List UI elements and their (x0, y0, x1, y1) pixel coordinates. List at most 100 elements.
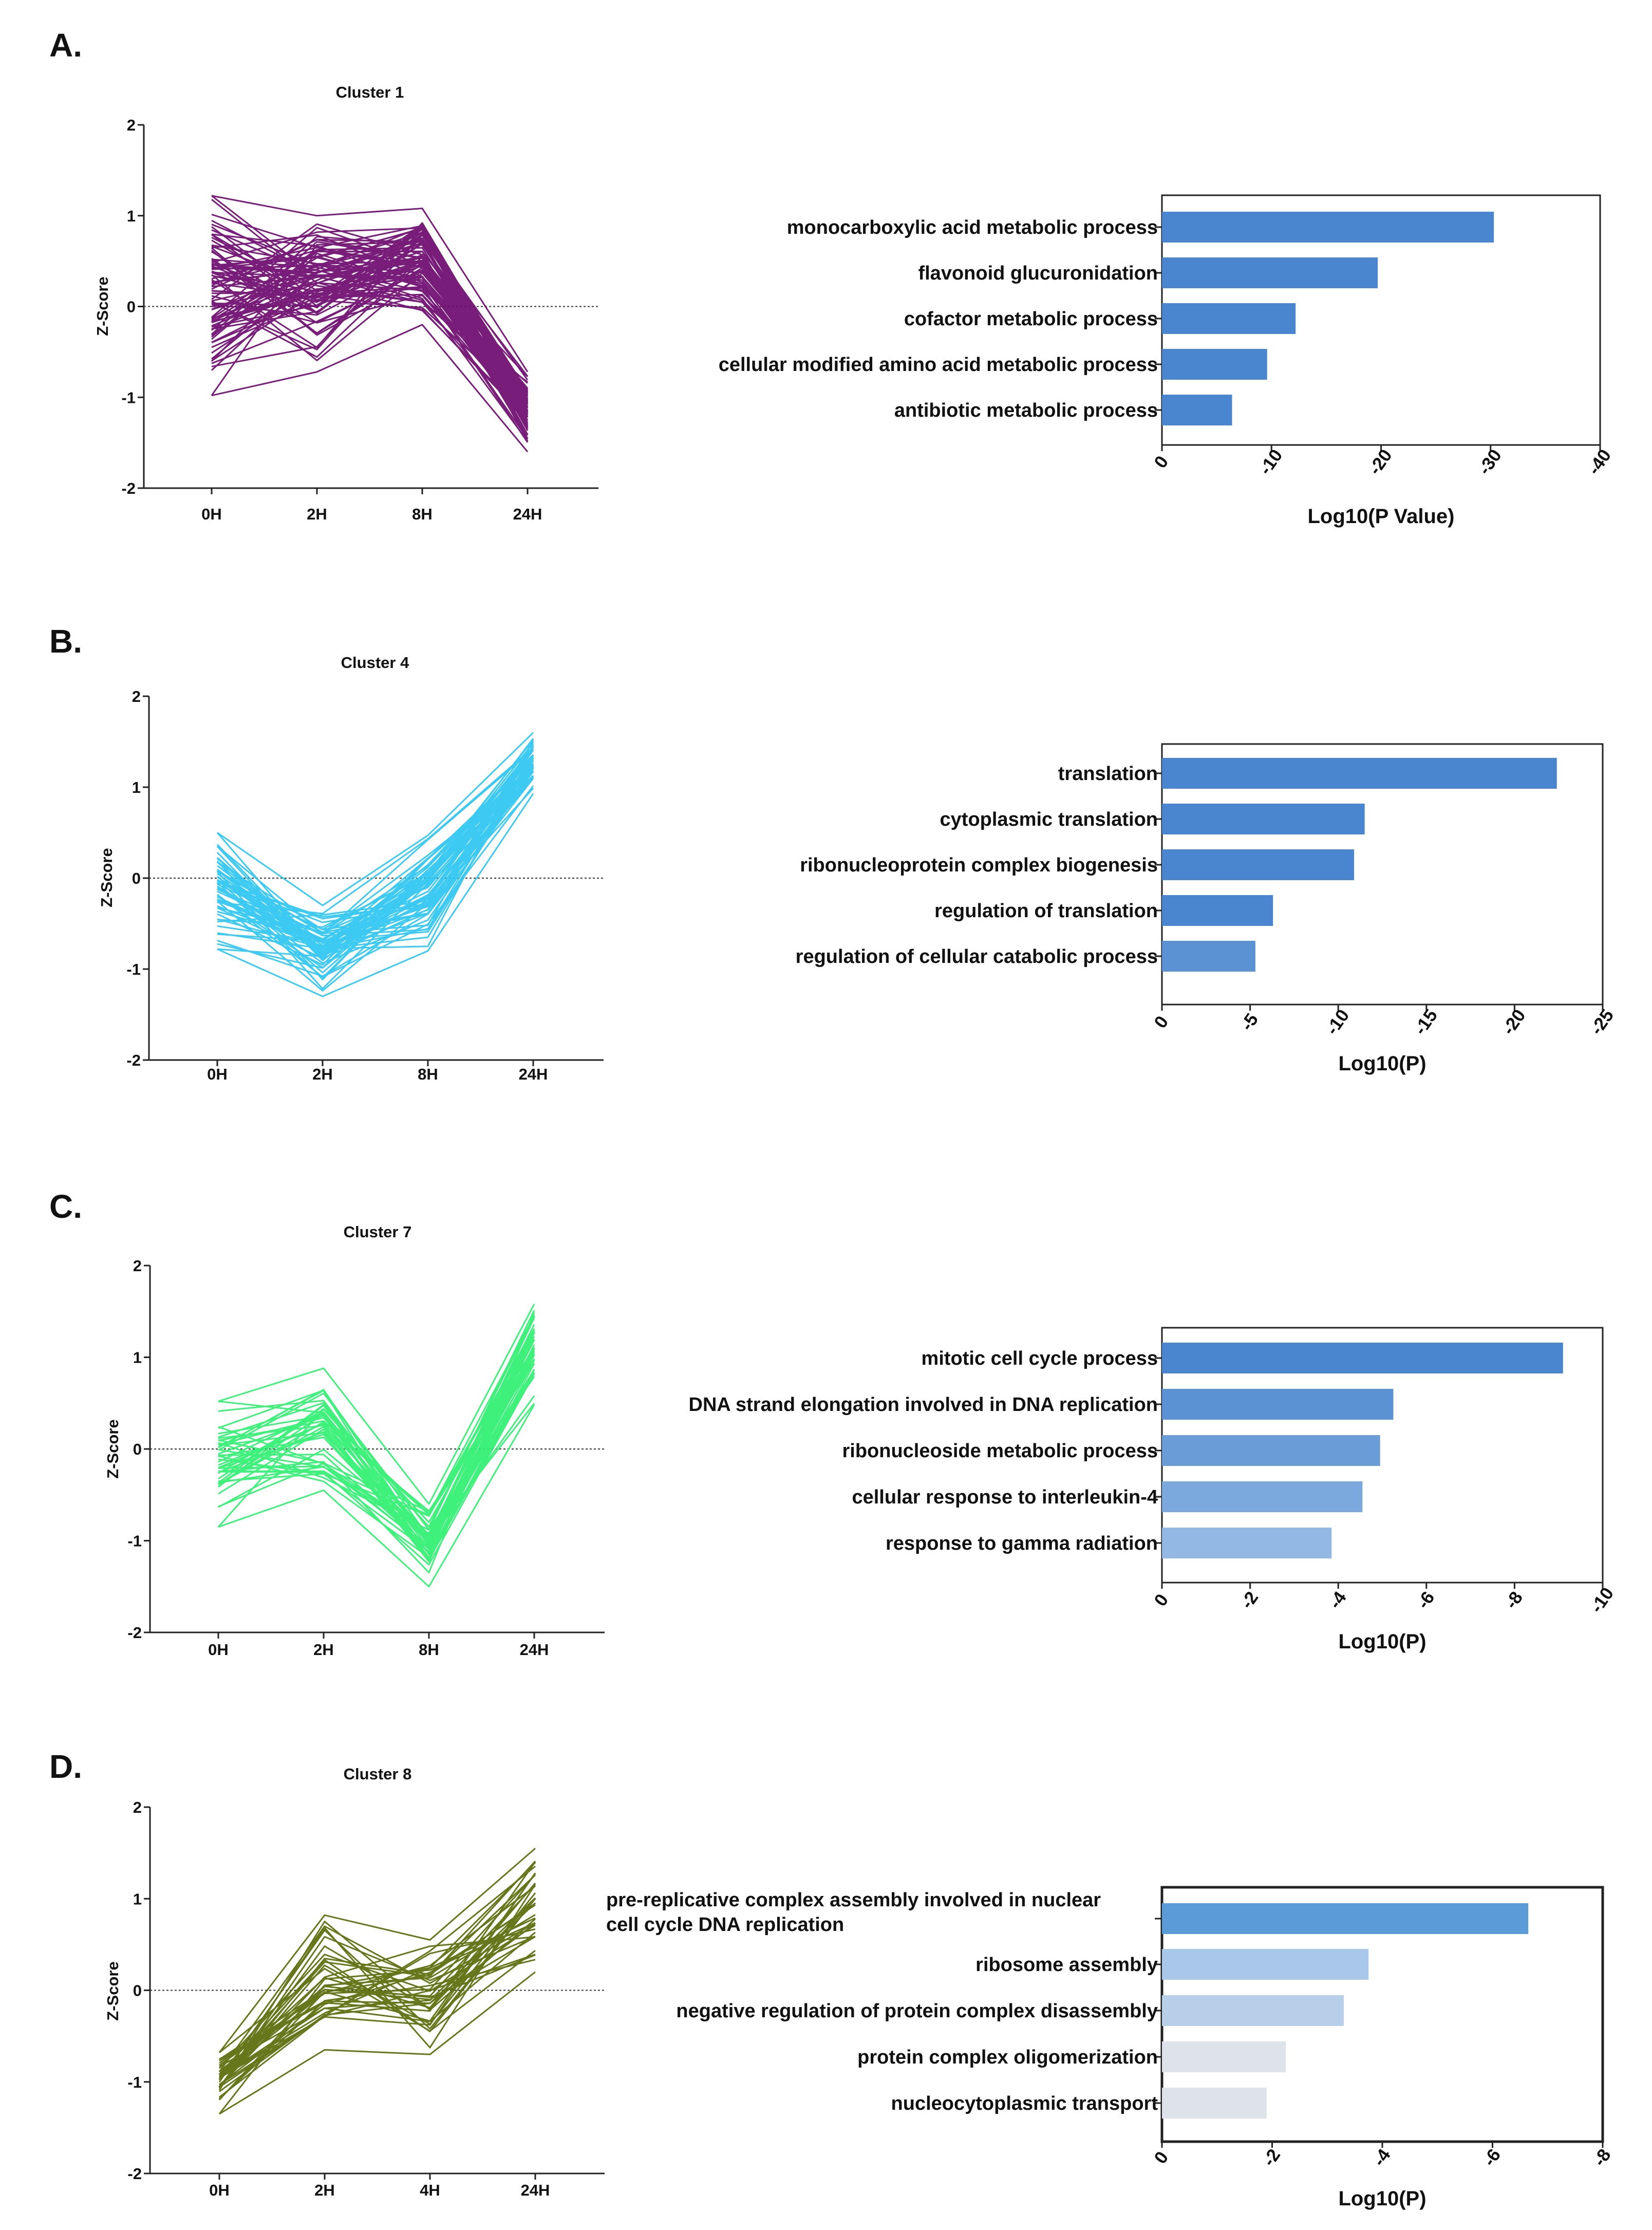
x-tick-label: -2 (1236, 1588, 1262, 1612)
trajectory-line (217, 732, 534, 906)
x-tick-label: 0H (207, 1065, 228, 1083)
chart-title: Cluster 1 (336, 83, 404, 101)
y-tick-label: -2 (126, 1051, 141, 1069)
category-label: nucleocytoplasmic transport (891, 2093, 1158, 2114)
x-tick-label: 2H (307, 505, 327, 523)
cluster-d-enrichment-bar-chart: pre-replicative complex assembly involve… (606, 1886, 1615, 2210)
category-label: translation (1058, 763, 1158, 785)
trajectory-line (219, 1936, 536, 2060)
category-label: ribonucleoside metabolic process (842, 1440, 1158, 1462)
x-tick-label: 0 (1150, 2148, 1172, 2167)
bar (1162, 1528, 1332, 1558)
y-tick-label: 1 (127, 207, 136, 225)
x-tick-label: -15 (1410, 1006, 1441, 1038)
trajectory-line (211, 256, 529, 394)
y-tick-label: 2 (132, 687, 141, 705)
x-tick-label: -20 (1365, 445, 1396, 478)
x-tick-label: 0H (208, 1641, 229, 1659)
x-tick-label: -5 (1236, 1010, 1262, 1034)
y-tick-label: -1 (126, 960, 141, 978)
bar (1162, 1949, 1369, 1980)
x-tick-label: 2H (313, 1641, 334, 1659)
category-label: cell cycle DNA replication (606, 1914, 844, 1936)
y-tick-label: 0 (133, 1982, 142, 2000)
bar (1162, 349, 1267, 380)
trajectory-line (218, 1404, 535, 1588)
bar (1162, 1995, 1344, 2026)
y-tick-label: -1 (121, 388, 136, 406)
category-label: cofactor metabolic process (904, 308, 1158, 330)
trajectory-line (211, 199, 529, 393)
bar (1162, 2088, 1267, 2118)
trajectory-line (211, 282, 529, 416)
y-tick-label: 1 (132, 778, 141, 796)
category-label: regulation of cellular catabolic process (796, 946, 1158, 968)
trajectory-line (218, 1316, 535, 1543)
y-axis-label: Z-Score (104, 1961, 122, 2020)
x-tick-label: 0 (1150, 1012, 1172, 1032)
y-tick-label: -2 (127, 1624, 142, 1642)
trajectory-line (218, 1340, 535, 1550)
y-axis-label: Z-Score (98, 848, 116, 907)
bar (1162, 758, 1557, 789)
y-tick-label: 0 (127, 298, 136, 316)
y-tick-label: -2 (121, 479, 136, 497)
trajectory-line (218, 1359, 535, 1555)
x-tick-label: 24H (513, 505, 542, 523)
cluster-b-line-chart: B. Cluster 4 2 1 0 -1 -2 0H 2H 8H 24H Z-Score (49, 623, 604, 1083)
trajectory-line (217, 788, 534, 918)
trajectory-line (217, 776, 534, 942)
category-label: regulation of translation (934, 900, 1158, 922)
trajectory-line (211, 261, 529, 396)
chart-title: Cluster 8 (344, 1765, 412, 1783)
bar (1162, 1435, 1380, 1466)
bar (1162, 212, 1494, 243)
chart-title: Cluster 7 (344, 1223, 412, 1241)
y-tick-label: 0 (133, 1440, 142, 1458)
trajectory-line (218, 1922, 536, 2073)
y-tick-label: 2 (133, 1257, 142, 1275)
bar (1162, 1389, 1394, 1420)
trajectory-line (217, 767, 534, 957)
trajectory-line (211, 227, 529, 413)
panel-label: C. (49, 1188, 82, 1225)
x-tick-label: 24H (520, 1641, 549, 1659)
category-label: protein complex oligomerization (857, 2047, 1158, 2068)
category-label: ribonucleoprotein complex biogenesis (800, 854, 1158, 876)
x-tick-label: -20 (1498, 1006, 1530, 1038)
bar (1162, 2041, 1286, 2072)
x-axis-label: Log10(P Value) (1307, 505, 1454, 528)
x-tick-label: -6 (1413, 1588, 1439, 1612)
bar (1162, 895, 1273, 926)
x-axis-label: Log10(P) (1338, 1052, 1426, 1075)
trajectory-line (217, 749, 534, 935)
category-label: cytoplasmic translation (940, 809, 1158, 830)
y-tick-label: 1 (133, 1890, 142, 1908)
category-label: antibiotic metabolic process (894, 400, 1158, 421)
trajectory-line (219, 1931, 536, 2078)
trajectory-line (218, 1347, 535, 1516)
category-label: cellular modified amino acid metabolic p… (719, 354, 1158, 376)
x-tick-label: 0H (201, 505, 222, 523)
trajectory-line (218, 1347, 535, 1559)
x-tick-label: 24H (519, 1065, 548, 1083)
x-tick-label: 8H (412, 505, 433, 523)
category-label: ribosome assembly (975, 1954, 1158, 1976)
trajectory-line (218, 1310, 535, 1531)
trajectory-line (218, 1389, 535, 1538)
trajectory-line (211, 260, 529, 408)
category-label: pre-replicative complex assembly involve… (606, 1889, 1101, 1911)
x-tick-label: -10 (1255, 445, 1287, 478)
trajectory-lines (218, 1848, 536, 2115)
trajectory-line (218, 1848, 536, 2053)
y-tick-label: -1 (127, 1532, 142, 1550)
chart-title: Cluster 4 (341, 654, 409, 672)
x-tick-label: 2H (314, 2181, 335, 2199)
bar (1162, 804, 1365, 834)
bar (1162, 303, 1296, 334)
trajectory-lines (217, 1304, 535, 1588)
trajectory-line (219, 1872, 536, 2079)
cluster-c-line-chart: C. Cluster 7 2 1 0 -1 -2 0H 2H 8H 24H Z-Score (49, 1188, 605, 1659)
x-tick-label: 2H (312, 1065, 333, 1083)
